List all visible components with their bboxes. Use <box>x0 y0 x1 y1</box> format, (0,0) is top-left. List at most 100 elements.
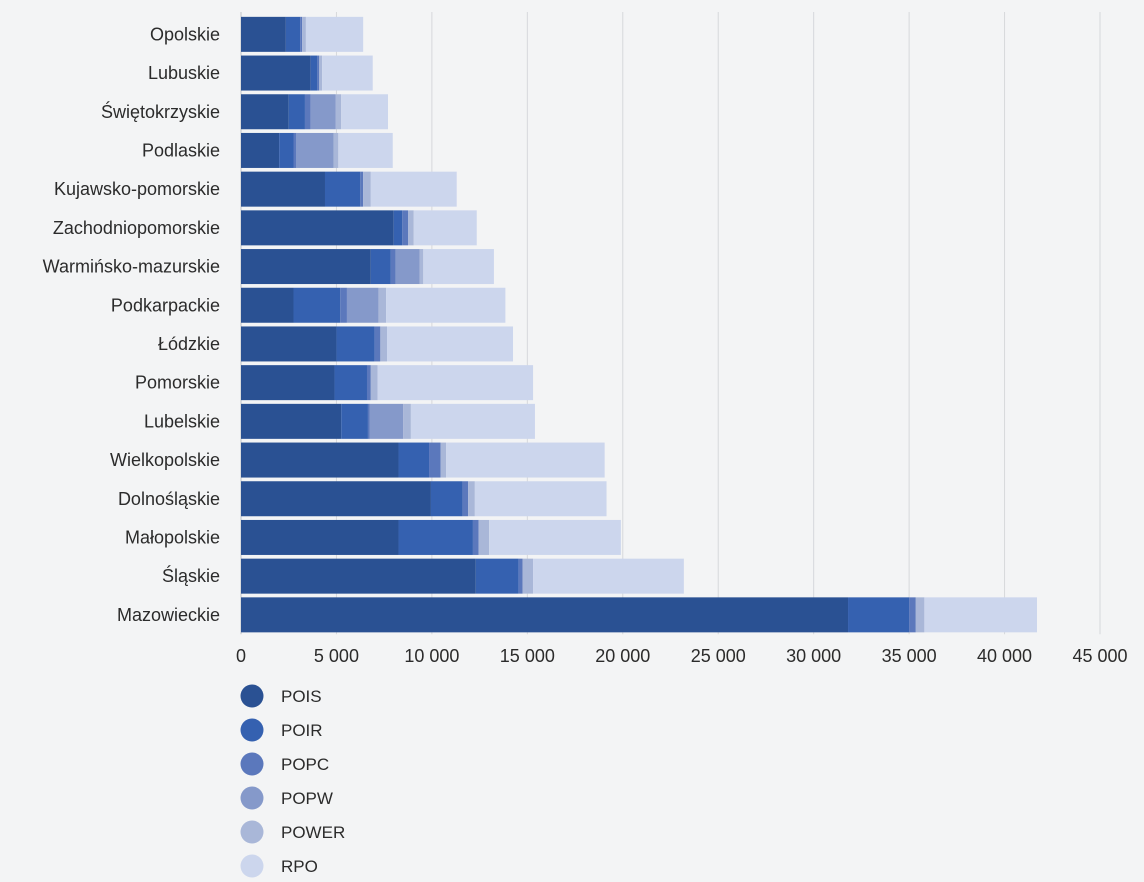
bar-segment <box>241 481 431 516</box>
bar-segment <box>317 56 319 91</box>
bar-segment <box>340 288 347 323</box>
bar-segment <box>375 326 381 361</box>
category-label: Wielkopolskie <box>110 450 220 470</box>
bar-segment <box>431 481 462 516</box>
x-tick-label: 45 000 <box>1072 646 1127 666</box>
bar-segment <box>241 597 848 632</box>
bar-segment <box>341 404 368 439</box>
bar-segment <box>371 172 457 207</box>
legend: POIS POIR POPC POPW POWER RPO <box>241 685 346 878</box>
bar-segment <box>398 443 429 478</box>
bar-segment <box>408 210 414 245</box>
bar-segment <box>367 365 371 400</box>
bar-segment <box>289 94 305 129</box>
bar-segment <box>402 210 408 245</box>
bar-segment <box>380 326 387 361</box>
bar-segment <box>241 133 279 168</box>
bar-segment <box>334 133 339 168</box>
legend-label: POPC <box>281 755 329 774</box>
legend-label: POWER <box>281 823 345 842</box>
legend-item: POPW <box>241 787 333 810</box>
bar-segment <box>468 481 475 516</box>
bar-segment <box>371 365 378 400</box>
bar-segment <box>305 94 311 129</box>
legend-swatch <box>241 685 264 708</box>
category-label: Łódzkie <box>158 334 220 354</box>
bar-segment <box>363 172 371 207</box>
legend-item: POWER <box>241 821 346 844</box>
bar-segment <box>396 249 420 284</box>
category-label: Mazowieckie <box>117 605 220 625</box>
category-label: Podlaskie <box>142 140 220 160</box>
bar-segment <box>322 56 373 91</box>
category-label: Podkarpackie <box>111 295 220 315</box>
bar-segment <box>300 17 302 52</box>
bar-segment <box>378 288 386 323</box>
bar-segment <box>414 210 477 245</box>
bar-segment <box>241 326 336 361</box>
legend-label: POPW <box>281 789 333 808</box>
x-tick-label: 20 000 <box>595 646 650 666</box>
category-label: Zachodniopomorskie <box>53 218 220 238</box>
bar-segment <box>241 288 293 323</box>
bar-segment <box>924 597 1037 632</box>
bar-segment <box>909 597 916 632</box>
bar-segment <box>368 404 370 439</box>
bar-segment <box>371 249 391 284</box>
bar-segment <box>476 559 519 594</box>
legend-item: POIR <box>241 719 323 742</box>
bar-segment <box>370 404 403 439</box>
x-tick-label: 0 <box>236 646 246 666</box>
bar-segment <box>336 326 374 361</box>
bar-segment <box>386 288 505 323</box>
bar-segment <box>241 520 398 555</box>
bar-segment <box>311 94 336 129</box>
bar-segment <box>306 17 363 52</box>
category-label: Lubelskie <box>144 411 220 431</box>
bar-segment <box>325 172 360 207</box>
bar-segment <box>523 559 533 594</box>
legend-swatch <box>241 787 264 810</box>
legend-item: RPO <box>241 855 318 878</box>
category-label: Małopolskie <box>125 527 220 547</box>
bar-segment <box>462 481 468 516</box>
legend-item: POPC <box>241 753 330 776</box>
bar-segment <box>533 559 684 594</box>
bar-segment <box>916 597 925 632</box>
bar-segment <box>319 56 322 91</box>
bar-segment <box>335 94 341 129</box>
bar-segment <box>423 249 494 284</box>
bar-segment <box>241 404 341 439</box>
x-tick-label: 35 000 <box>882 646 937 666</box>
x-tick-label: 40 000 <box>977 646 1032 666</box>
bar-segment <box>391 249 396 284</box>
x-tick-label: 15 000 <box>500 646 555 666</box>
legend-swatch <box>241 855 264 878</box>
category-label: Dolnośląskie <box>118 489 220 509</box>
category-label: Śląskie <box>162 565 220 586</box>
bar-segment <box>403 404 411 439</box>
bar-segment <box>360 172 363 207</box>
bar-segment <box>241 210 394 245</box>
legend-label: POIR <box>281 721 323 740</box>
bar-segment <box>311 56 318 91</box>
legend-swatch <box>241 719 264 742</box>
bar-segment <box>440 443 446 478</box>
bar-segment <box>419 249 423 284</box>
bar-segment <box>377 365 533 400</box>
bar-segment <box>398 520 472 555</box>
bar-segment <box>335 365 367 400</box>
bar-segment <box>475 481 607 516</box>
bar-segment <box>341 94 388 129</box>
bar-segment <box>411 404 535 439</box>
bar-segment <box>519 559 523 594</box>
bar-segment <box>347 288 378 323</box>
bar-segment <box>848 597 909 632</box>
bar-segment <box>286 17 300 52</box>
bar-segment <box>293 133 296 168</box>
bar-segment <box>293 288 340 323</box>
bar-segment <box>241 365 335 400</box>
legend-swatch <box>241 821 264 844</box>
bar-segment <box>241 56 311 91</box>
